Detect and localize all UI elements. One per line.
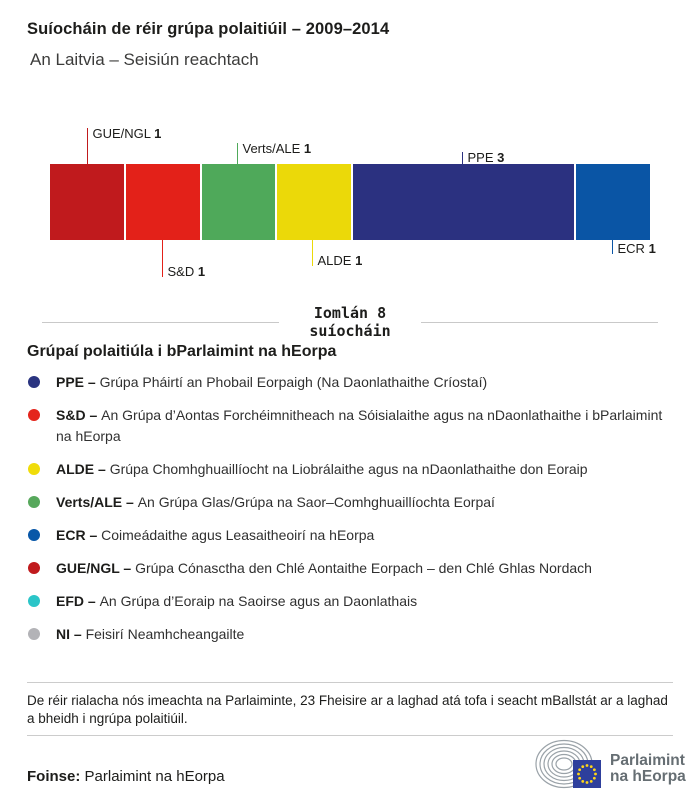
bar-segment-gue-ngl [50,164,124,240]
legend-dot-ppe [28,376,40,388]
ep-logo-line1: Parlaimint [610,752,685,769]
footnote-text: De réir rialacha nós imeachta na Parlaim… [27,693,668,726]
source-line: Foinse: Parlaimint na hEorpa [27,768,225,785]
chart-area: GUE/NGL 1 S&D 1 Verts/ALE 1 ALDE 1 PPE 3 ECR … [0,110,700,295]
legend-item-ppe: PPE – Grúpa Pháirtí an Phobail Eorpaigh … [27,372,675,393]
legend-text: S&D – An Grúpa d’Aontas Forchéimnitheach… [56,407,663,444]
legend-text: ECR – Coimeádaithe agus Leasaitheoirí na… [56,527,375,543]
legend-dot-efd [28,595,40,607]
legend-item-efd: EFD – An Grúpa d’Eoraip na Saoirse agus … [27,591,675,612]
legend-item-verts-ale: Verts/ALE – An Grúpa Glas/Grúpa na Saor–… [27,492,675,513]
footnote-rule-top [27,682,673,683]
legend-text: NI – Feisirí Neamhcheangailte [56,626,245,642]
footnote-rule-bottom [27,735,673,736]
legend-item-gue-ngl: GUE/NGL – Grúpa Cónasctha den Chlé Aonta… [27,558,675,579]
bar-segment-ppe [353,164,575,240]
total-line1: Iomlán 8 [313,304,387,322]
divider-line-left [42,322,280,323]
legend-item-alde: ALDE – Grúpa Chomhghuaillíocht na Liobrá… [27,459,675,480]
source-label: Foinse: [27,768,81,785]
leader-line-ecr [611,240,613,254]
leader-line-gue-ngl [86,128,88,164]
legend-dot-verts-ale [28,496,40,508]
bar-segment-label-gue-ngl: GUE/NGL 1 [92,126,162,141]
total-line2: suíocháin [309,321,391,340]
page-subtitle: An Laitvia – Seisiún reachtach [30,50,259,69]
legend-dot-ecr [28,529,40,541]
bar-segment-alde [277,164,351,240]
legend-item-ni: NI – Feisirí Neamhcheangailte [27,624,675,645]
bar-segment-label-alde: ALDE 1 [317,253,363,268]
bar-segment-verts-ale [201,164,276,240]
legend-text: PPE – Grúpa Pháirtí an Phobail Eorpaigh … [56,374,488,390]
divider-line-right [420,322,658,323]
legend-dot-alde [28,463,40,475]
legend-text: Verts/ALE – An Grúpa Glas/Grúpa na Saor–… [56,494,495,510]
leader-line-verts-ale [236,143,238,164]
total-divider: Iomlán 8 suíocháin [42,302,658,340]
legend-dot-ni [28,628,40,640]
ep-logo-wordmark: Parlaimint na hEorpa [610,753,686,785]
legend-item-ecr: ECR – Coimeádaithe agus Leasaitheoirí na… [27,525,675,546]
ep-logo-icon [535,739,601,789]
european-parliament-logo: Parlaimint na hEorpa [531,738,686,792]
legend-dot-s-d [28,409,40,421]
bar-segment-label-s-d: S&D 1 [167,264,206,279]
seat-bar [50,164,650,240]
legend-text: ALDE – Grúpa Chomhghuaillíocht na Liobrá… [56,461,588,477]
leader-line-s-d [161,240,163,277]
bar-segment-s-d [125,164,200,240]
leader-line-alde [311,240,313,266]
legend-text: EFD – An Grúpa d’Eoraip na Saoirse agus … [56,593,418,609]
bar-segment-label-ecr: ECR 1 [617,241,656,256]
legend-item-s-d: S&D – An Grúpa d’Aontas Forchéimnitheach… [27,405,675,447]
ep-logo-line2: na hEorpa [610,768,686,785]
legend-dot-gue-ngl [28,562,40,574]
bar-segment-label-verts-ale: Verts/ALE 1 [242,141,312,156]
eu-flag-stars [577,764,597,784]
legend-text: GUE/NGL – Grúpa Cónasctha den Chlé Aonta… [56,560,592,576]
page-title: Suíocháin de réir grúpa polaitiúil – 200… [27,20,390,38]
total-seats-label: Iomlán 8 suíocháin [309,304,391,340]
leader-line-ppe [461,152,463,164]
source-value: Parlaimint na hEorpa [84,768,225,785]
legend-list: PPE – Grúpa Pháirtí an Phobail Eorpaigh … [27,372,675,645]
bar-segment-label-ppe: PPE 3 [467,150,505,165]
legend-heading: Grúpaí polaitiúla i bParlaimint na hEorp… [27,343,337,360]
bar-segment-ecr [576,164,650,240]
